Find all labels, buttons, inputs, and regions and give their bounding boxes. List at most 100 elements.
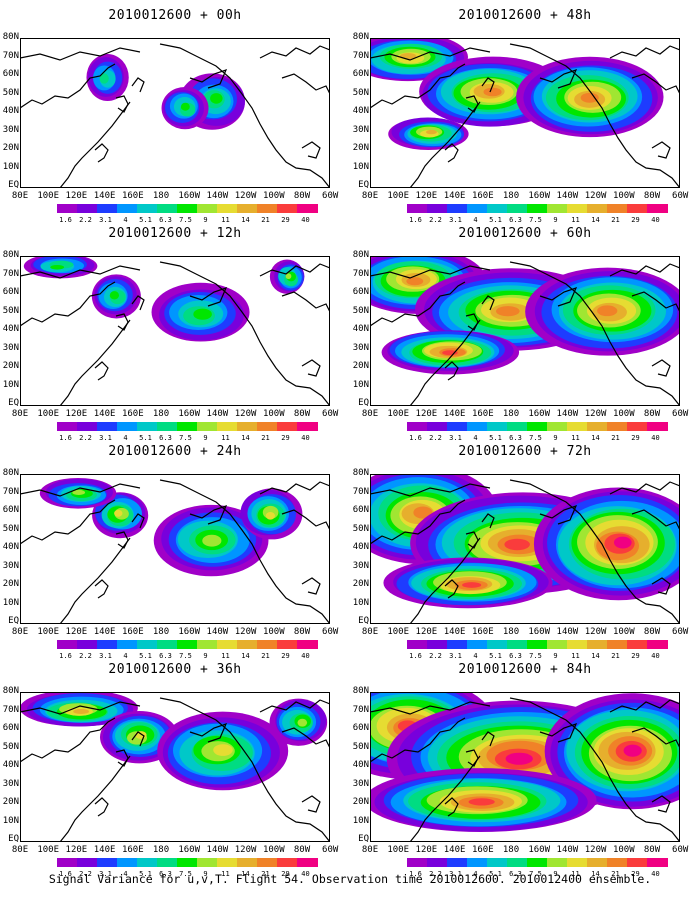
colorbar-swatch [627,858,648,867]
coastline [281,291,330,313]
coastline [115,95,129,113]
colorbar-label: 11 [571,216,580,224]
lat-tick-label: 60N [2,69,19,79]
colorbar-label: 1.6 [409,652,422,660]
lon-tick-label: 100W [612,845,635,855]
map-frame [370,692,680,842]
lon-tick-label: 100W [262,627,285,637]
lon-tick-label: 120E [415,191,438,201]
colorbar-label: 29 [631,434,640,442]
lat-tick-label: 10N [2,815,19,826]
coastline [131,295,145,311]
colorbar-label: 7.5 [179,870,192,878]
colorbar-swatch [607,422,628,431]
colorbar-swatch [447,858,468,867]
lat-tick-label: 80N [352,468,369,478]
colorbar-swatch [257,858,278,867]
colorbar-swatch [77,640,98,649]
colorbar-swatch [547,422,568,431]
colorbar-swatch [447,422,468,431]
coastline [301,795,321,813]
lat-tick-label: 70N [2,50,19,61]
lat-tick-label: EQ [8,616,19,626]
coastline [609,699,680,713]
colorbar-swatch [197,858,218,867]
colorbar-swatch [567,422,588,431]
lat-tick-label: EQ [358,616,369,626]
colorbar-swatch [407,204,428,213]
colorbar-label: 14 [591,652,600,660]
coastline [370,499,466,545]
colorbar-swatch [157,422,178,431]
colorbar-label: 4 [473,652,478,660]
colorbar-swatch [567,640,588,649]
map-panel: 2010012600 + 12h 80N 70N 60N 50N 40N 30N 20N 10N… [0,226,350,442]
lon-tick-label: 100W [262,191,285,201]
colorbar-label: 1.6 [409,434,422,442]
lon-tick-label: 100W [262,845,285,855]
variance-map [370,38,680,188]
variance-contour-fill [210,93,223,104]
colorbar-swatch [237,422,258,431]
colorbar-label: 40 [301,434,310,442]
colorbar-label: 9 [553,652,558,660]
colorbar-label: 14 [241,870,250,878]
lat-tick-label: 40N [2,760,19,770]
colorbar-swatch [157,858,178,867]
map-frame [370,38,680,188]
lat-tick-label: 80N [2,686,19,696]
lat-tick-label: 80N [352,686,369,696]
colorbar-label: 5.1 [139,870,152,878]
colorbar-swatch [587,640,608,649]
variance-contour-fill [50,264,65,270]
lon-tick-label: 120E [65,845,88,855]
colorbar-label: 6.3 [509,216,522,224]
colorbar-swatch [57,204,78,213]
map-panel: 2010012600 + 24h 80N 70N 60N 50N 40N 30N 20N 10N… [0,444,350,660]
coastline [631,291,680,313]
lat-tick-label: EQ [358,398,369,408]
colorbar-label: 29 [631,216,640,224]
coastline [159,479,330,624]
colorbar-swatch [447,640,468,649]
coastline [59,319,131,406]
colorbar-swatch [197,640,218,649]
colorbar-swatch [97,858,118,867]
variance-contour-fill [406,277,424,286]
coastline [509,697,680,842]
lon-tick-label: 180 [502,191,520,201]
colorbar-swatch [277,858,298,867]
colorbar-label: 3.1 [99,216,112,224]
lat-tick-label: 60N [2,505,19,515]
colorbar-swatch [157,204,178,213]
coastline [20,265,141,279]
colorbar-swatch [467,640,488,649]
lat-tick-label: 50N [352,523,369,534]
colorbar-label: 7.5 [529,870,542,878]
lon-tick-label: 80W [293,627,311,637]
colorbar-swatch [297,858,318,867]
colorbar-swatch [487,204,508,213]
colorbar-swatch [277,422,298,431]
colorbar-label: 2.2 [429,434,442,442]
lat-tick-label: EQ [358,180,369,190]
lon-tick-label: 100W [612,409,635,419]
colorbar-swatch [527,422,548,431]
lat-tick-label: 60N [352,69,369,79]
lat-tick-label: 50N [352,741,369,752]
colorbar-swatch [157,640,178,649]
variance-contour-fill [265,511,275,520]
colorbar-swatch [407,422,428,431]
colorbar-swatch [197,422,218,431]
colorbar-swatch [217,422,238,431]
colorbar-label: 3.1 [449,652,462,660]
colorbar-swatch [217,204,238,213]
lon-tick-label: 140E [93,191,116,201]
lat-tick-label: 30N [352,778,369,789]
colorbar-swatch [97,422,118,431]
colorbar-swatch [527,858,548,867]
colorbar-label: 21 [611,434,620,442]
colorbar-swatch [57,640,78,649]
coastline [444,361,459,381]
colorbar-label: 40 [301,870,310,878]
